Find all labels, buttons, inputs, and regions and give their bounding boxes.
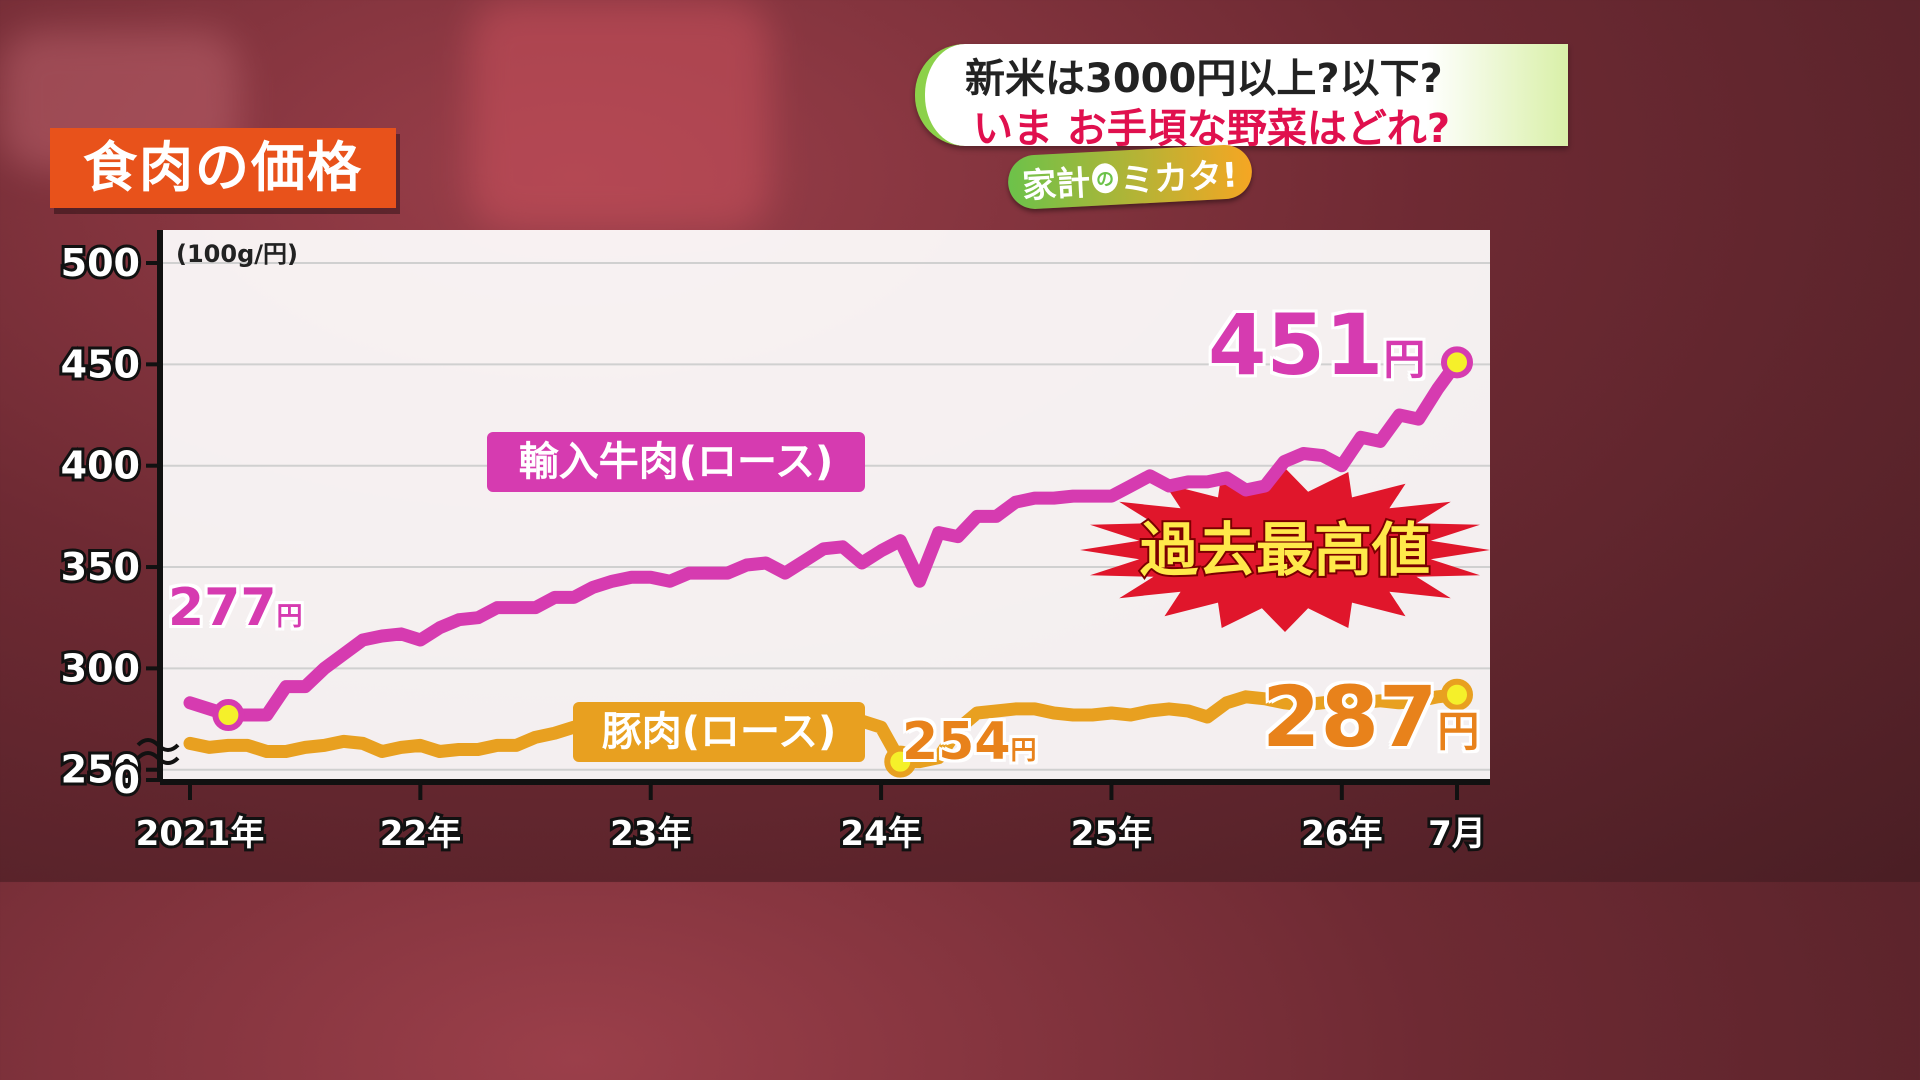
record-high-burst	[1080, 468, 1490, 632]
y-tick-label: 250	[61, 748, 140, 792]
x-tick-label: 25年	[1071, 814, 1152, 854]
y-axis-unit-label: (100g/円)	[176, 240, 298, 268]
record-high-label: 過去最高値	[1140, 516, 1430, 584]
banner-line-2: いま お手頃な野菜はどれ?	[973, 106, 1451, 152]
pork-end-value: 287円	[1262, 668, 1479, 766]
banner-line-1: 新米は3000円以上?以下?	[965, 56, 1443, 102]
legend-beef-label: 輸入牛肉(ロース)	[487, 432, 865, 492]
pork-end-number: 287	[1262, 668, 1438, 766]
background-package-blur	[470, 0, 770, 230]
y-tick-label: 500	[61, 241, 140, 285]
x-tick-label: 24年	[840, 814, 921, 854]
y-tick-label: 300	[61, 646, 140, 690]
pork-end-unit: 円	[1437, 707, 1480, 756]
y-tick-label: 350	[61, 545, 140, 589]
x-tick-label: 2021年	[136, 814, 265, 854]
beef-end-value: 451円	[1208, 296, 1425, 394]
x-tick-label: 23年	[610, 814, 691, 854]
data-point-marker	[1441, 346, 1473, 379]
x-tick-label: 22年	[380, 814, 461, 854]
y-tick-label: 0	[114, 758, 140, 802]
beef-start-value: 277円	[168, 578, 303, 638]
beef-start-number: 277	[168, 578, 277, 638]
beef-start-unit: 円	[276, 602, 303, 632]
pork-low-number: 254	[902, 712, 1011, 772]
topic-banner: 新米は3000円以上?以下? いま お手頃な野菜はどれ?	[915, 44, 1568, 152]
y-tick-label: 400	[61, 444, 140, 488]
pork-low-unit: 円	[1010, 736, 1037, 766]
axis-break-icon	[136, 738, 180, 765]
y-tick-label: 450	[61, 342, 140, 386]
data-point-marker	[212, 699, 245, 732]
x-tick-label: 7月	[1428, 814, 1486, 854]
data-point-marker	[884, 745, 917, 778]
beef-end-number: 451	[1208, 296, 1384, 394]
series-line-beef	[183, 355, 1464, 722]
chart-title: 食肉の価格	[50, 128, 396, 208]
x-tick-label: 26年	[1301, 814, 1382, 854]
beef-end-unit: 円	[1383, 335, 1426, 384]
pork-low-value: 254円	[902, 712, 1037, 772]
legend-pork-label: 豚肉(ロース)	[573, 702, 865, 762]
data-point-marker	[1441, 678, 1473, 711]
